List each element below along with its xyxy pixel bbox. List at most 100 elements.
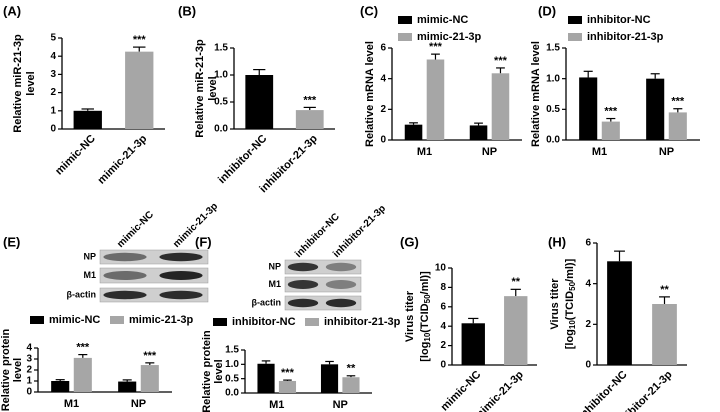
panel-label: (H)	[548, 234, 566, 249]
legend-label: mimic-NC	[49, 314, 100, 326]
y-tick-label: 4	[380, 73, 386, 84]
significance-mark: ***	[671, 96, 685, 108]
y-axis-label-part: (TCID	[564, 291, 576, 320]
y-tick-label: 2	[26, 365, 32, 376]
bar	[579, 77, 598, 140]
bar	[404, 124, 423, 140]
y-tick-label: 0.0	[214, 124, 228, 135]
y-tick-label: 2	[50, 87, 56, 98]
y-tick-label: 4	[440, 321, 446, 332]
legend-label: inhibitor-NC	[587, 14, 651, 26]
bar	[73, 110, 102, 129]
y-axis-label-part: [log	[564, 329, 576, 349]
x-tick-label: inhibitor-NC	[576, 369, 629, 412]
y-tick-label: 6	[440, 301, 446, 312]
y-tick-label: 0.5	[214, 97, 228, 108]
bar	[504, 296, 528, 365]
blot-row-label: M1	[268, 279, 281, 289]
bar	[278, 380, 297, 393]
legend-swatch	[213, 318, 227, 326]
bar	[73, 357, 92, 392]
y-tick-label: 0.5	[546, 104, 560, 115]
bar	[668, 112, 687, 140]
y-tick-label: 6	[585, 238, 591, 249]
y-tick-label: 0	[585, 360, 591, 371]
bar	[245, 75, 274, 129]
panel-label: (A)	[3, 3, 21, 18]
legend-label: inhibitor-21-3p	[587, 31, 664, 43]
legend-swatch	[398, 33, 412, 41]
bar	[426, 59, 445, 140]
y-tick-label: 4	[50, 51, 56, 62]
blot-column-label: mimic-NC	[115, 209, 156, 250]
y-axis-label-part: /ml)]	[564, 258, 576, 282]
panel-label: (D)	[538, 3, 556, 18]
y-tick-label: 1.5	[546, 43, 560, 54]
x-tick-label: M1	[269, 399, 284, 411]
y-tick-label: 0	[380, 135, 386, 146]
bar	[607, 261, 632, 365]
bar	[51, 381, 70, 392]
y-tick-label: 1	[26, 376, 32, 387]
legend-label: inhibitor-21-3p	[324, 316, 401, 328]
blot-band	[287, 280, 319, 289]
legend-swatch	[398, 16, 412, 24]
y-axis-label-part: 50	[568, 281, 577, 290]
x-tick-label: mimic-NC	[53, 133, 98, 178]
y-axis-label: Relative protein	[201, 330, 213, 412]
significance-mark: ***	[143, 350, 157, 362]
x-tick-label: M1	[417, 146, 432, 158]
significance-mark: ***	[281, 367, 295, 379]
legend-label: mimic-21-3p	[129, 314, 193, 326]
panel-label: (E)	[3, 234, 20, 249]
blot-band	[159, 271, 203, 280]
y-tick-label: 4	[26, 343, 32, 354]
y-tick-label: 1.5	[214, 43, 228, 54]
bar	[257, 363, 275, 393]
bar	[140, 365, 159, 392]
bar	[469, 125, 488, 140]
bar	[461, 323, 485, 365]
y-axis-label: Relative miR-21-3p	[12, 34, 24, 133]
bar	[646, 78, 665, 140]
legend-swatch	[568, 16, 582, 24]
y-axis-label: Relative mRNA level	[364, 41, 376, 147]
y-tick-label: 0	[50, 124, 56, 135]
y-axis-label-part: /ml)]	[419, 271, 431, 295]
blot-band	[159, 290, 203, 300]
x-tick-label: mimic-NC	[439, 369, 484, 412]
blot-band	[159, 252, 203, 262]
y-tick-label: 0.0	[546, 135, 560, 146]
y-axis-label: level	[207, 76, 219, 100]
blot-band	[287, 262, 319, 272]
y-tick-label: 1.0	[214, 70, 228, 81]
legend-label: mimic-NC	[417, 14, 468, 26]
blot-row-label: β-actin	[67, 289, 97, 299]
bar	[118, 381, 137, 392]
y-tick-label: 5	[50, 33, 56, 44]
blot-band	[325, 298, 357, 308]
panel-label: (C)	[360, 3, 378, 18]
legend-swatch	[568, 33, 582, 41]
blot-row-label: NP	[268, 261, 281, 271]
significance-mark: ***	[76, 342, 90, 354]
significance-mark: **	[347, 363, 356, 375]
y-tick-label: 3	[50, 69, 56, 80]
y-axis-label: level	[213, 359, 225, 383]
y-tick-label: 4	[585, 278, 591, 289]
legend-swatch	[110, 316, 124, 324]
legend-label: mimic-21-3p	[417, 31, 481, 43]
blot-band	[325, 280, 357, 289]
y-tick-label: 1.5	[225, 345, 239, 356]
blot-column-label: inhibitor-21-3p	[331, 203, 388, 260]
x-tick-label: M1	[64, 398, 79, 410]
blot-row-label: β-actin	[252, 297, 282, 307]
y-axis-label: Virus titer	[404, 290, 416, 342]
blot-band	[103, 271, 147, 280]
panel-label: (G)	[400, 234, 419, 249]
significance-mark: ***	[303, 94, 317, 106]
y-tick-label: 6	[380, 43, 386, 54]
y-axis-label-part: (TCID	[419, 303, 431, 332]
y-tick-label: 2	[585, 319, 591, 330]
y-axis-label-part: 50	[423, 294, 432, 303]
